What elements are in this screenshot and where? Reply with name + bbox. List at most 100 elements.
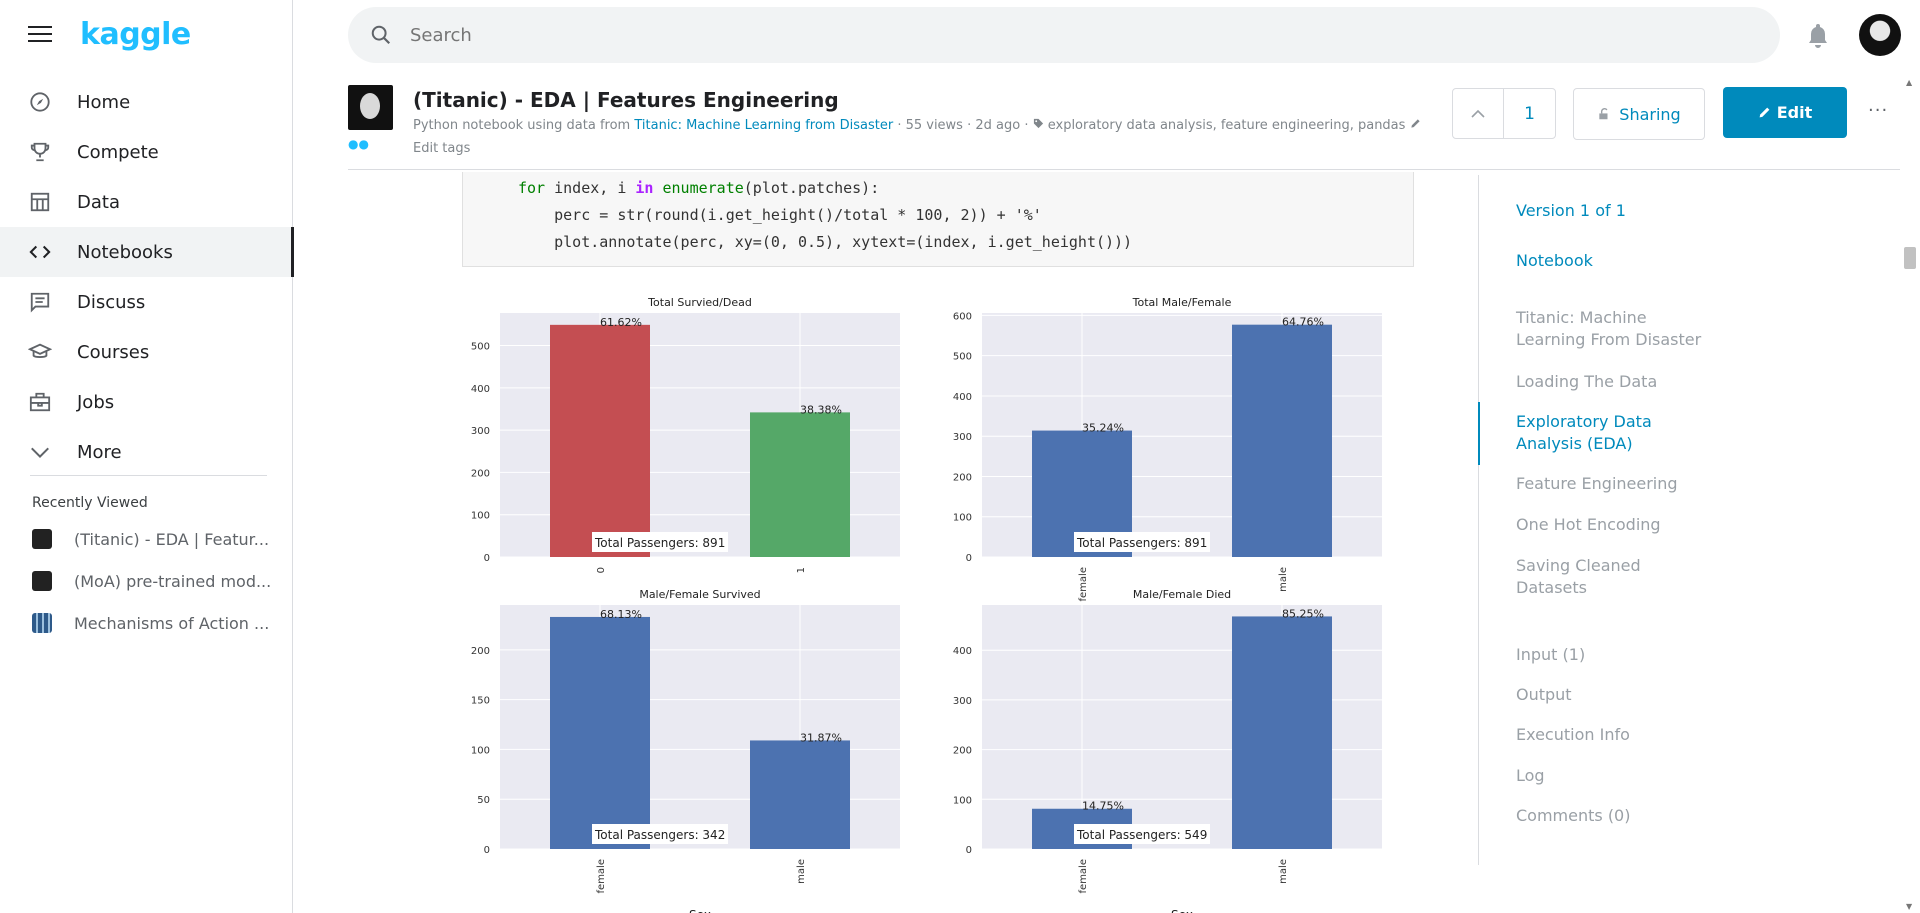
y-tick-label: 200 xyxy=(953,746,972,757)
recent-item[interactable]: (MoA) pre-trained mod... xyxy=(0,560,293,602)
toc-version[interactable]: Version 1 of 1 xyxy=(1516,201,1626,220)
y-tick-label: 500 xyxy=(471,342,490,353)
y-tick-label: 0 xyxy=(484,553,490,564)
annotation-box xyxy=(1074,824,1210,844)
chart-male-female-survived: Male/Female Survived 0 50 100 150 200 68.13% fe… xyxy=(460,582,910,913)
y-tick-label: 50 xyxy=(477,795,490,806)
user-avatar[interactable] xyxy=(1859,14,1901,56)
y-tick-label: 400 xyxy=(953,392,972,403)
recent-item-label: Mechanisms of Action ... xyxy=(74,613,270,633)
compass-icon xyxy=(28,90,52,114)
y-tick-label: 600 xyxy=(953,311,972,322)
toc-section-active[interactable]: Exploratory Data Analysis (EDA) xyxy=(1516,412,1652,453)
y-tick-label: 200 xyxy=(953,472,972,483)
menu-icon[interactable] xyxy=(28,26,52,44)
code-line: for index, i in enumerate(plot.patches): xyxy=(518,175,1413,202)
kaggle-logo[interactable]: kaggle xyxy=(80,17,191,52)
bar xyxy=(1232,616,1332,849)
author-avatar[interactable] xyxy=(348,85,393,130)
toc-output[interactable]: Output xyxy=(1516,685,1572,704)
sidebar-item-home[interactable]: Home xyxy=(0,77,293,127)
toc-input[interactable]: Input (1) xyxy=(1516,645,1586,664)
dataset-link[interactable]: Titanic: Machine Learning from Disaster xyxy=(634,118,894,133)
toc-section[interactable]: Saving Cleaned Datasets xyxy=(1516,556,1641,597)
toc-notebook[interactable]: Notebook xyxy=(1516,251,1593,270)
vote-count[interactable]: 1 xyxy=(1524,103,1535,124)
scrollbar-thumb[interactable] xyxy=(1904,247,1916,269)
notebook-meta: Python notebook using data from Titanic:… xyxy=(413,118,1421,133)
chart-total-male-female: Total Male/Female 0 100 200 300 400 500 600 35.2… xyxy=(942,290,1392,601)
table-of-contents: Version 1 of 1 Notebook Titanic: Machine… xyxy=(1478,175,1778,865)
sidebar-item-notebooks[interactable]: Notebooks xyxy=(0,227,294,277)
dataset-thumbnail xyxy=(32,613,52,633)
y-tick-label: 150 xyxy=(471,696,490,707)
toc-comments[interactable]: Comments (0) xyxy=(1516,806,1631,825)
comment-icon xyxy=(28,290,52,314)
toc-active-marker xyxy=(1478,402,1480,465)
code-line: plot.annotate(perc, xy=(0, 0.5), xytext=… xyxy=(518,233,1133,251)
notebook-tags[interactable]: exploratory data analysis, feature engin… xyxy=(1047,118,1406,133)
data-label: 61.62% xyxy=(600,316,642,329)
sidebar-item-more[interactable]: More xyxy=(0,427,293,477)
scroll-up-arrow[interactable]: ▲ xyxy=(1906,78,1913,87)
sidebar-item-label: Data xyxy=(77,191,120,213)
edit-tags-link[interactable]: Edit tags xyxy=(413,141,471,156)
sidebar-item-discuss[interactable]: Discuss xyxy=(0,277,293,327)
code-line: perc = str(round(i.get_height()/total * … xyxy=(518,206,1042,224)
chart-svg: Male/Female Survived 0 50 100 150 200 68.13% fe… xyxy=(471,588,900,913)
scroll-down-arrow[interactable]: ▼ xyxy=(1906,902,1913,911)
upvote-button[interactable] xyxy=(1453,89,1504,138)
sidebar-divider xyxy=(30,475,267,476)
toc-section[interactable]: Loading The Data xyxy=(1516,372,1658,391)
recently-viewed-list: (Titanic) - EDA | Featur... (MoA) pre-tr… xyxy=(0,518,293,644)
data-label: 64.76% xyxy=(1282,316,1324,329)
search-bar[interactable] xyxy=(348,7,1780,63)
code-icon xyxy=(28,240,52,264)
toc-section[interactable]: One Hot Encoding xyxy=(1516,515,1661,534)
recent-item[interactable]: (Titanic) - EDA | Featur... xyxy=(0,518,293,560)
sharing-button[interactable]: Sharing xyxy=(1573,88,1705,140)
chart-svg: Total Male/Female 0 100 200 300 400 500 600 35.2… xyxy=(953,296,1382,601)
sidebar-item-compete[interactable]: Compete xyxy=(0,127,293,177)
meta-suffix: · 55 views · 2d ago · xyxy=(897,118,1029,133)
y-tick-label: 400 xyxy=(471,384,490,395)
code-cell[interactable]: for index, i in enumerate(plot.patches):… xyxy=(462,172,1414,267)
sidebar: kaggle Home Compete Data Notebooks xyxy=(0,0,294,913)
chart-svg: Male/Female Died 0 100 200 300 400 14.75% femal… xyxy=(953,588,1382,913)
bar xyxy=(550,324,650,557)
edit-button[interactable]: Edit xyxy=(1723,87,1847,138)
notification-bell-icon[interactable] xyxy=(1806,22,1830,48)
sidebar-item-data[interactable]: Data xyxy=(0,177,293,227)
y-tick-label: 200 xyxy=(471,468,490,479)
search-input[interactable] xyxy=(410,24,1710,46)
chart-title: Total Survied/Dead xyxy=(647,296,752,309)
code-keyword: in xyxy=(635,179,654,197)
recent-item[interactable]: Mechanisms of Action ... xyxy=(0,602,293,644)
notebook-thumbnail xyxy=(32,571,52,591)
more-options-icon[interactable]: ··· xyxy=(1868,100,1889,121)
sidebar-item-jobs[interactable]: Jobs xyxy=(0,377,293,427)
sidebar-item-courses[interactable]: Courses xyxy=(0,327,293,377)
recently-viewed-heading: Recently Viewed xyxy=(32,495,148,511)
bar xyxy=(750,740,850,849)
sidebar-item-label: Discuss xyxy=(77,291,146,313)
x-tick-label: female xyxy=(596,859,607,893)
y-tick-label: 500 xyxy=(953,352,972,363)
annotation-text: Total Passengers: 549 xyxy=(1076,828,1207,842)
sidebar-item-label: Notebooks xyxy=(77,241,173,263)
toc-execution-info[interactable]: Execution Info xyxy=(1516,725,1630,744)
sidebar-item-label: Jobs xyxy=(77,391,115,413)
chart-title: Total Male/Female xyxy=(1132,296,1232,309)
pencil-icon[interactable] xyxy=(1410,118,1421,133)
toc-log[interactable]: Log xyxy=(1516,766,1545,785)
annotation-text: Total Passengers: 891 xyxy=(1076,536,1207,550)
annotation-box xyxy=(592,532,728,552)
toc-section[interactable]: Titanic: Machine Learning From Disaster xyxy=(1516,308,1702,349)
y-tick-label: 200 xyxy=(471,646,490,657)
x-tick-label: female xyxy=(1078,567,1089,601)
data-label: 14.75% xyxy=(1082,800,1124,813)
sidebar-item-label: Compete xyxy=(77,141,159,163)
toc-section[interactable]: Feature Engineering xyxy=(1516,474,1678,493)
sidebar-item-label: Home xyxy=(77,91,131,113)
x-tick-label: male xyxy=(1278,567,1289,592)
